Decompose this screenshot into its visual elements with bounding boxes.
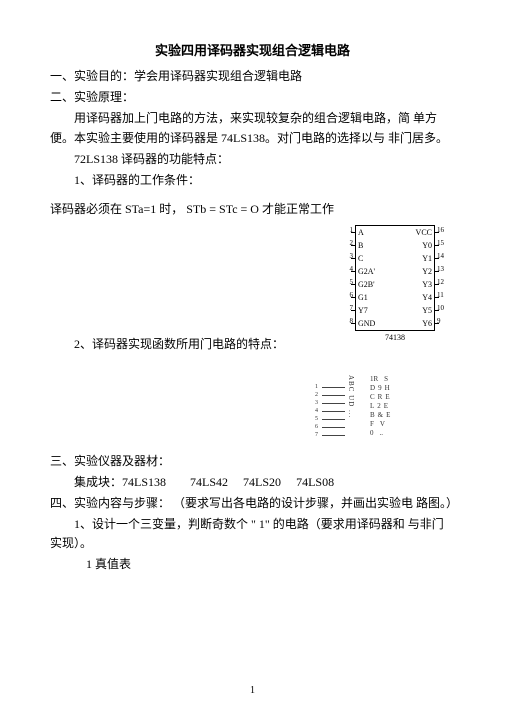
chip-4: 74LS08: [296, 475, 334, 489]
chip-pin-row: G2A'Y2: [356, 265, 434, 278]
diagram2-mid: ABC UD ...: [347, 375, 355, 450]
paragraph-work-cond: 1、译码器的工作条件：: [50, 171, 455, 190]
chip-pin-row: GNDY6: [356, 317, 434, 330]
chip-pin-row: BY0: [356, 239, 434, 252]
paragraph-task1: 1、设计一个三变量，判断奇数个 " 1" 的电路（要求用译码器和 与非门实现）。: [50, 515, 455, 553]
chip-3: 74LS20: [243, 475, 281, 489]
page-number: 1: [0, 685, 505, 696]
section1-heading: 一、实验目的：学会用译码器实现组合逻辑电路: [50, 67, 455, 86]
equation-line: 译码器必须在 STa=1 时， STb = STc = O 才能正常工作: [50, 200, 455, 219]
chip-pin-row: AVCC: [356, 226, 434, 239]
chip-name-label: 74138: [345, 333, 445, 342]
section4-heading: 四、实验内容与步骤： （要求写出各电路的设计步骤，并画出实验电 路图。）: [50, 494, 455, 513]
section2-heading: 二、实验原理：: [50, 88, 455, 107]
chip-diagram-74138: AVCCBY0CY1G2A'Y2G2B'Y3G1Y4Y7Y5GNDY6 7413…: [345, 225, 445, 342]
secondary-diagram: 1234567 ABC UD ... 1RSD9HCREL2EB&EFV0..: [315, 375, 425, 455]
chip-2: 74LS42: [190, 475, 228, 489]
chip-pin-row: Y7Y5: [356, 304, 434, 317]
chip-pin-row: G2B'Y3: [356, 278, 434, 291]
chip-pin-row: CY1: [356, 252, 434, 265]
paragraph-features: 72LS138 译码器的功能特点：: [50, 150, 455, 169]
chip-pin-row: G1Y4: [356, 291, 434, 304]
chip-1: 74LS138: [122, 475, 166, 489]
paragraph-principle: 用译码器加上门电路的方法，来实现较复杂的组合逻辑电路，简 单方便。本实验主要使用…: [50, 109, 455, 147]
doc-title: 实验四用译码器实现组合逻辑电路: [50, 40, 455, 59]
chips-line: 集成块：74LS138 74LS42 74LS20 74LS08: [50, 473, 455, 492]
chips-label: 集成块：: [50, 475, 122, 489]
paragraph-truth-table: 1 真值表: [50, 555, 455, 574]
